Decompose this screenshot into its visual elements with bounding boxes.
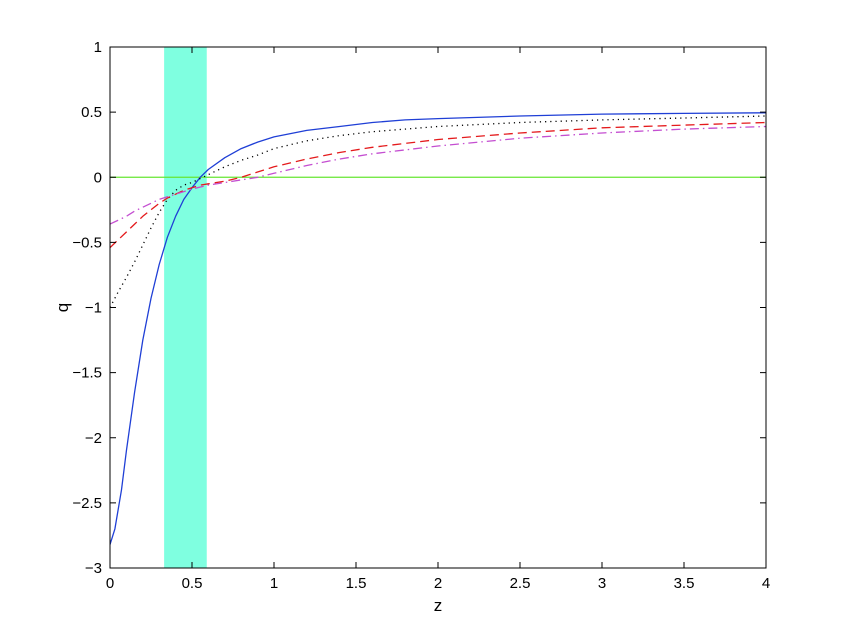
x-axis-label: z	[434, 596, 443, 615]
shaded-band	[164, 47, 207, 568]
y-tick-label: 0.5	[81, 104, 102, 121]
axes-frame	[109, 46, 767, 569]
y-tick-label: −2.5	[72, 495, 102, 512]
series-line-2-dotted	[110, 115, 766, 308]
y-tick-label: −1	[85, 300, 102, 317]
x-tick-label: 1	[270, 575, 278, 592]
x-tick-label: 2	[434, 575, 442, 592]
x-tick-label: 1.5	[346, 575, 367, 592]
x-tick-label: 0.5	[182, 575, 203, 592]
y-tick-label: −1.5	[72, 365, 102, 382]
x-tick-label: 3	[598, 575, 606, 592]
y-tick-label: −2	[85, 430, 102, 447]
x-tick-label: 3.5	[674, 575, 695, 592]
y-tick-label: −3	[85, 560, 102, 577]
series-group	[110, 112, 766, 545]
x-tick-label: 2.5	[510, 575, 531, 592]
y-tick-label: 1	[94, 39, 102, 56]
y-axis-label: q	[53, 303, 72, 312]
series-line-4-dash-dot	[110, 125, 766, 225]
x-tick-label: 4	[762, 575, 770, 592]
x-tick-label: 0	[106, 575, 114, 592]
plot-area	[110, 47, 766, 568]
y-tick-label: −0.5	[72, 234, 102, 251]
ticks-group: 0 0.5 1 1.5 2 2.5 3 3.5 4 1 0.5 0 −0.5 −1 −1.5 −2 −2.5 −3	[72, 39, 770, 592]
series-line-1-solid	[110, 112, 766, 545]
series-line-3-dashed	[110, 121, 766, 249]
y-tick-label: 0	[94, 169, 102, 186]
